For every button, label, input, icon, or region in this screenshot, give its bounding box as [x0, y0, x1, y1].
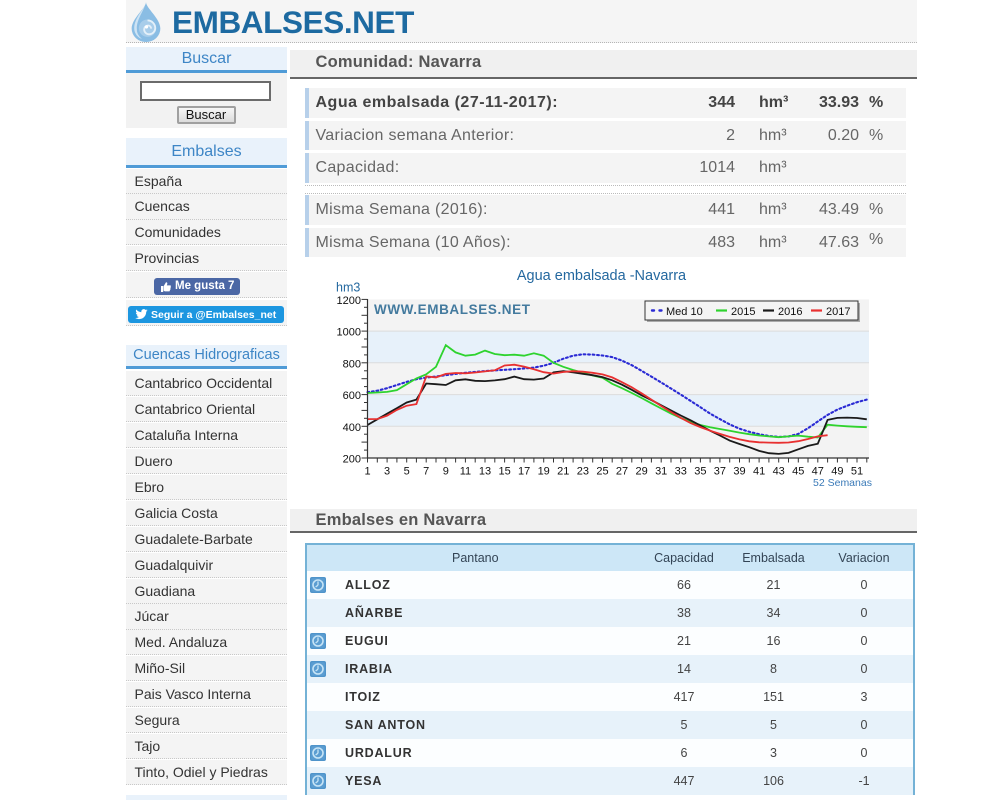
svg-text:13: 13 [479, 466, 491, 478]
svg-text:2015: 2015 [731, 306, 755, 318]
svg-text:23: 23 [577, 466, 589, 478]
svg-text:11: 11 [460, 466, 471, 478]
svg-text:1200: 1200 [337, 295, 361, 307]
svg-text:400: 400 [343, 422, 361, 434]
svg-text:2016: 2016 [778, 306, 802, 318]
svg-text:hm3: hm3 [336, 281, 360, 295]
svg-text:45: 45 [792, 466, 804, 478]
svg-text:25: 25 [596, 466, 608, 478]
svg-text:47: 47 [812, 466, 824, 478]
svg-text:17: 17 [518, 466, 530, 478]
svg-text:31: 31 [655, 466, 667, 478]
svg-text:49: 49 [831, 466, 843, 478]
svg-text:21: 21 [557, 466, 569, 478]
svg-text:7: 7 [423, 466, 429, 478]
svg-text:2017: 2017 [826, 306, 850, 318]
svg-text:19: 19 [538, 466, 550, 478]
svg-text:37: 37 [714, 466, 726, 478]
svg-text:9: 9 [443, 466, 449, 478]
svg-text:33: 33 [675, 466, 687, 478]
svg-text:WWW.EMBALSES.NET: WWW.EMBALSES.NET [374, 302, 531, 317]
svg-text:Med 10: Med 10 [666, 306, 703, 318]
svg-text:51: 51 [851, 466, 863, 478]
svg-text:41: 41 [753, 466, 765, 478]
svg-text:15: 15 [498, 466, 510, 478]
svg-text:200: 200 [343, 454, 361, 466]
svg-text:600: 600 [343, 390, 361, 402]
svg-text:800: 800 [343, 358, 361, 370]
svg-text:35: 35 [694, 466, 706, 478]
svg-text:29: 29 [635, 466, 647, 478]
svg-text:5: 5 [404, 466, 410, 478]
svg-text:3: 3 [384, 466, 390, 478]
svg-text:1000: 1000 [337, 327, 361, 339]
svg-text:1: 1 [364, 466, 370, 478]
svg-text:43: 43 [773, 466, 785, 478]
svg-text:39: 39 [733, 466, 745, 478]
svg-text:27: 27 [616, 466, 628, 478]
